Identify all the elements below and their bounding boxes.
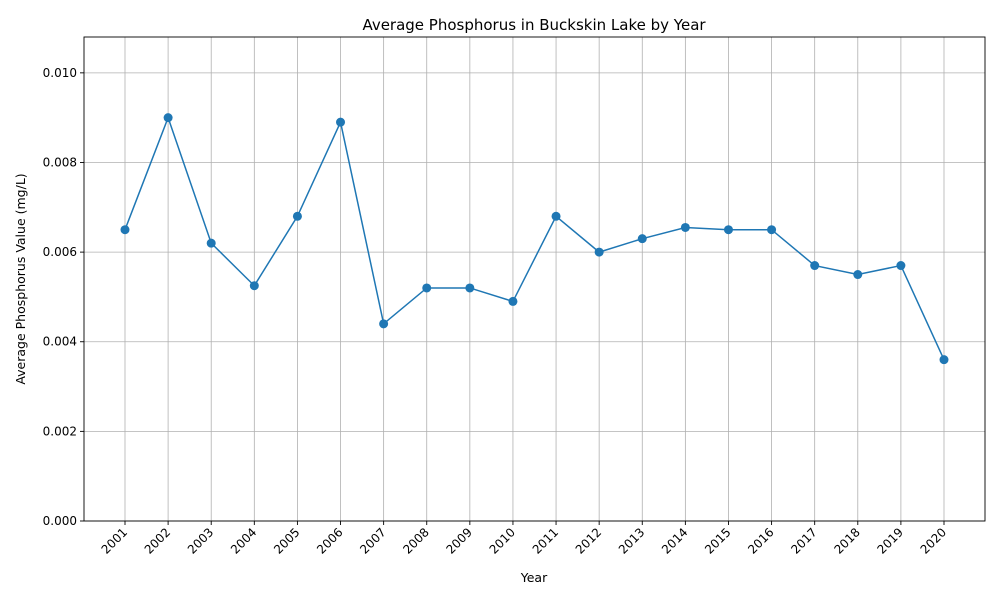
x-tick-label: 2018 xyxy=(831,525,862,556)
x-tick-label: 2005 xyxy=(271,525,302,556)
y-tick-label: 0.000 xyxy=(43,514,77,528)
x-tick-label: 2014 xyxy=(659,525,690,556)
data-point xyxy=(680,222,690,232)
x-tick-label: 2015 xyxy=(702,525,733,556)
data-point xyxy=(508,296,518,306)
y-tick-label: 0.006 xyxy=(43,245,77,259)
x-tick-label: 2007 xyxy=(357,525,388,556)
grid-layer xyxy=(84,37,985,522)
chart-title: Average Phosphorus in Buckskin Lake by Y… xyxy=(362,16,706,34)
x-tick-label: 2002 xyxy=(142,525,173,556)
x-tick-label: 2017 xyxy=(788,525,819,556)
x-axis-label: Year xyxy=(520,570,548,585)
tick-layer: 2001 2002 2003 2004 2005 2006 2007 2008 2009 2010… xyxy=(43,66,949,557)
x-tick-label: 2004 xyxy=(228,525,259,556)
x-tick-label: 2008 xyxy=(400,525,431,556)
data-point xyxy=(896,261,906,271)
data-point xyxy=(422,283,432,293)
x-tick-label: 2012 xyxy=(573,525,604,556)
x-tick-label: 2006 xyxy=(314,525,345,556)
data-point xyxy=(292,211,302,221)
series-line xyxy=(124,115,945,360)
data-point xyxy=(206,238,216,248)
y-tick-label: 0.008 xyxy=(43,155,77,169)
data-point xyxy=(723,225,733,235)
series-layer xyxy=(120,113,949,365)
data-point xyxy=(163,113,173,123)
data-point xyxy=(810,261,820,271)
x-tick-label: 2009 xyxy=(443,525,474,556)
data-point xyxy=(853,270,863,280)
x-tick-label: 2001 xyxy=(99,525,130,556)
y-tick-label: 0.010 xyxy=(43,66,77,80)
x-tick-label: 2013 xyxy=(616,525,647,556)
data-point xyxy=(594,247,604,257)
y-axis-label: Average Phosphorus Value (mg/L) xyxy=(13,173,28,384)
x-tick-label: 2011 xyxy=(530,525,561,556)
plot-frame xyxy=(83,36,986,522)
x-tick-label: 2019 xyxy=(875,525,906,556)
data-point xyxy=(249,281,259,291)
data-point xyxy=(120,225,130,235)
data-point xyxy=(637,234,647,244)
x-tick-label: 2010 xyxy=(487,525,518,556)
data-point xyxy=(379,319,389,329)
data-point xyxy=(939,355,949,365)
y-tick-label: 0.004 xyxy=(43,335,77,349)
x-tick-label: 2003 xyxy=(185,525,216,556)
x-tick-label: 2016 xyxy=(745,525,776,556)
y-tick-label: 0.002 xyxy=(43,424,77,438)
data-point xyxy=(465,283,475,293)
data-point xyxy=(767,225,777,235)
x-tick-label: 2020 xyxy=(918,525,949,556)
data-point xyxy=(336,117,346,127)
data-point xyxy=(551,211,561,221)
